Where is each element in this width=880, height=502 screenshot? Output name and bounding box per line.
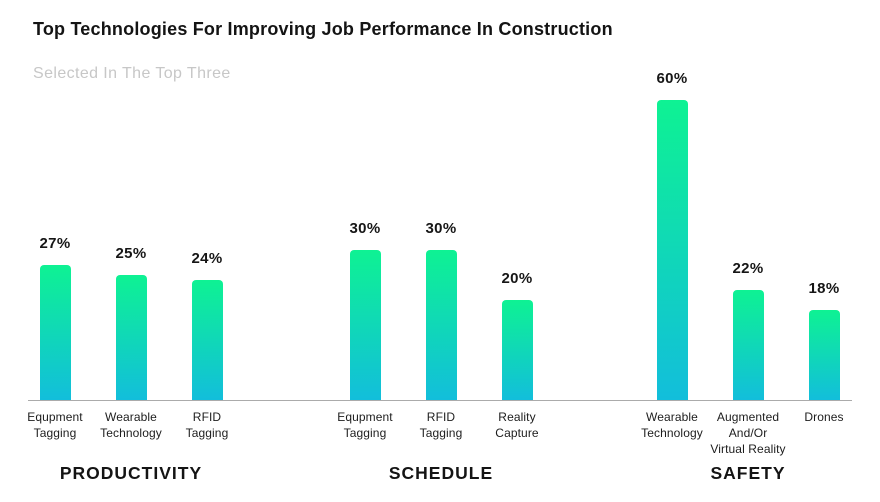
- bar-zone: 20%: [479, 0, 555, 400]
- bar-category-label: RFID Tagging: [185, 410, 229, 440]
- bar-zone: 22%: [710, 0, 786, 400]
- bar: [115, 275, 147, 400]
- bar-category-label: Wearable Technology: [641, 410, 703, 440]
- bar-value-label: 27%: [39, 235, 71, 252]
- bar: [349, 250, 381, 400]
- bar-zone: 25%: [93, 0, 169, 400]
- bar-category-label: Equpment Tagging: [27, 410, 83, 440]
- bar-value-label: 20%: [501, 270, 533, 287]
- bar-group-safety: 60% Wearable Technology 22% Augmented And/Or V…: [634, 0, 862, 457]
- bar-column: 18% Drones: [786, 0, 862, 457]
- bar-column: 30% RFID Tagging: [403, 0, 479, 441]
- group-title-productivity: PRODUCTIVITY: [59, 463, 203, 483]
- bar-zone: 60%: [634, 0, 710, 400]
- bar-category-label: Drones: [804, 410, 844, 424]
- bar-value-label: 18%: [808, 280, 840, 297]
- bar: [425, 250, 457, 400]
- bar: [191, 280, 223, 400]
- bar-zone: 27%: [17, 0, 93, 400]
- bar-column: 25% Wearable Technology: [93, 0, 169, 441]
- bar-value-label: 25%: [115, 245, 147, 262]
- bar-category-label: RFID Tagging: [419, 410, 463, 440]
- bar-value-label: 24%: [191, 250, 223, 267]
- bar-category-label: Augmented And/Or Virtual Reality: [710, 410, 786, 456]
- bar: [501, 300, 533, 400]
- chart-title: Top Technologies For Improving Job Perfo…: [33, 19, 613, 39]
- bar: [808, 310, 840, 400]
- bar: [732, 290, 764, 400]
- group-title-schedule: SCHEDULE: [388, 463, 494, 483]
- bar-zone: 18%: [786, 0, 862, 400]
- bar-zone: 30%: [403, 0, 479, 400]
- chart-subtitle: Selected In The Top Three: [33, 65, 231, 82]
- bar-column: 30% Equpment Tagging: [327, 0, 403, 441]
- bar-category-label: Equpment Tagging: [337, 410, 393, 440]
- bar-column: 27% Equpment Tagging: [17, 0, 93, 441]
- bar-column: 24% RFID Tagging: [169, 0, 245, 441]
- bar-value-label: 22%: [732, 260, 764, 277]
- bar-group-productivity: 27% Equpment Tagging 25% Wearable Technology 2…: [17, 0, 245, 441]
- bar-zone: 30%: [327, 0, 403, 400]
- bar-zone: 24%: [169, 0, 245, 400]
- x-axis-line: [28, 400, 852, 401]
- bar-value-label: 30%: [425, 220, 457, 237]
- bar-group-schedule: 30% Equpment Tagging 30% RFID Tagging 20% Reali…: [327, 0, 555, 441]
- bar-column: 20% Reality Capture: [479, 0, 555, 441]
- bar-column: 22% Augmented And/Or Virtual Reality: [710, 0, 786, 457]
- bar-category-label: Reality Capture: [495, 410, 539, 440]
- group-title-safety: SAFETY: [710, 463, 786, 483]
- bar-category-label: Wearable Technology: [100, 410, 162, 440]
- bar: [656, 100, 688, 400]
- bar-value-label: 30%: [349, 220, 381, 237]
- bar: [39, 265, 71, 400]
- bar-column: 60% Wearable Technology: [634, 0, 710, 457]
- bar-value-label: 60%: [656, 70, 688, 87]
